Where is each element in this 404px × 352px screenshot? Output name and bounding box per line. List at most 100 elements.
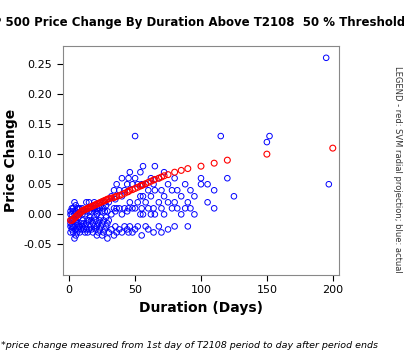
Point [156, 175, 162, 181]
Point [96, 206, 103, 211]
Point [88, 204, 95, 209]
Point [129, 206, 136, 211]
Point [112, 224, 118, 229]
Point [137, 169, 143, 175]
Point [150, 177, 157, 183]
Point [105, 218, 112, 223]
Point [114, 181, 120, 187]
Point [108, 194, 115, 199]
Point [125, 175, 132, 181]
Point [79, 206, 86, 211]
Point [211, 188, 217, 193]
Point [326, 181, 332, 187]
Point [111, 206, 117, 211]
Point [93, 227, 99, 232]
Point [178, 212, 185, 217]
Point [87, 204, 94, 210]
Point [95, 221, 101, 226]
Point [119, 191, 125, 197]
Point [100, 230, 107, 235]
Point [116, 227, 122, 232]
Point [78, 208, 84, 214]
Point [83, 221, 90, 226]
Point [96, 227, 103, 232]
Point [90, 230, 96, 235]
Point [140, 182, 146, 188]
Point [67, 221, 74, 226]
Point [224, 157, 231, 163]
Point [124, 189, 130, 195]
Point [125, 189, 132, 194]
Point [161, 212, 167, 217]
Point [139, 233, 145, 238]
Point [95, 201, 101, 206]
Point [158, 230, 165, 235]
Point [182, 181, 188, 187]
Point [139, 183, 145, 188]
Point [121, 190, 128, 196]
Point [161, 194, 167, 199]
Point [93, 202, 99, 208]
Point [71, 235, 78, 241]
Point [112, 208, 118, 214]
Point [69, 206, 75, 211]
Point [83, 227, 90, 232]
Point [142, 224, 149, 229]
Point [119, 175, 125, 181]
Point [124, 181, 130, 187]
Point [71, 215, 78, 221]
Y-axis label: Price Change: Price Change [4, 108, 18, 212]
Point [125, 230, 132, 235]
Point [96, 218, 103, 223]
Point [83, 208, 90, 214]
Point [152, 212, 158, 217]
Point [121, 206, 128, 211]
Point [161, 173, 167, 178]
Point [82, 207, 88, 212]
Point [185, 166, 191, 171]
Point [119, 230, 125, 235]
Point [152, 163, 158, 169]
Point [105, 200, 112, 205]
Point [150, 206, 157, 211]
Text: S&P 500 Price Change By Duration Above T2108  50 % Threshold: S&P 500 Price Change By Duration Above T… [0, 16, 404, 29]
Point [95, 208, 101, 214]
Point [73, 218, 79, 223]
Point [185, 200, 191, 205]
Point [91, 202, 97, 208]
Point [266, 133, 273, 139]
Point [114, 206, 120, 211]
Point [150, 181, 157, 187]
Point [178, 194, 185, 199]
Point [148, 212, 154, 217]
Point [74, 230, 80, 235]
Point [165, 227, 171, 232]
Point [114, 230, 120, 235]
Point [114, 194, 120, 199]
Point [139, 206, 145, 211]
Point [132, 133, 138, 139]
Point [79, 218, 86, 223]
Point [108, 227, 115, 232]
Point [111, 195, 117, 200]
Point [124, 208, 130, 214]
Point [80, 221, 87, 226]
Point [96, 200, 103, 206]
Point [101, 227, 108, 232]
Point [82, 230, 88, 235]
Point [132, 175, 138, 181]
Point [126, 224, 133, 229]
Point [70, 218, 76, 223]
Point [121, 224, 128, 229]
Point [86, 227, 92, 232]
Point [198, 175, 204, 181]
Point [103, 224, 109, 229]
Point [79, 212, 86, 217]
Point [231, 194, 237, 199]
Point [74, 206, 80, 211]
Point [139, 181, 145, 187]
Point [67, 230, 74, 235]
Point [100, 198, 107, 204]
Point [71, 212, 78, 217]
Point [76, 224, 83, 229]
